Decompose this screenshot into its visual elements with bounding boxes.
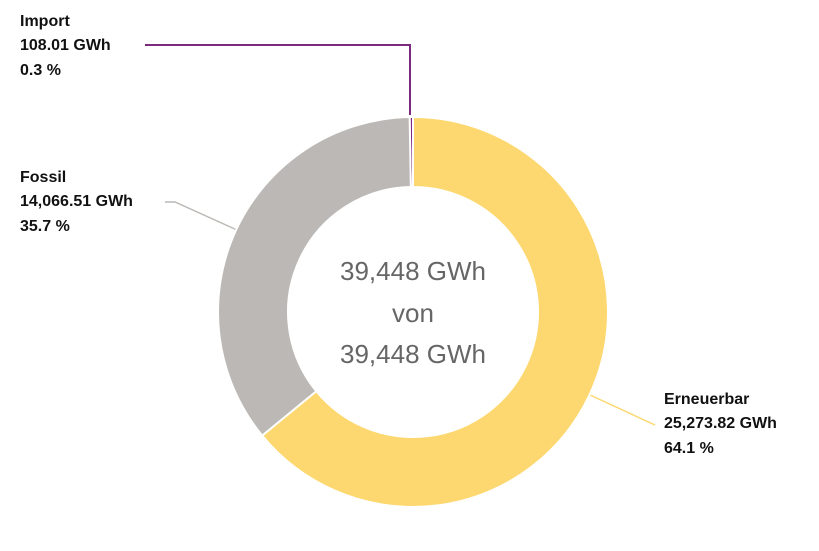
center-of: von [392, 298, 434, 328]
slice-value: 25,273.82 GWh [664, 415, 777, 432]
leader-line [589, 394, 656, 426]
center-max: 39,448 GWh [340, 339, 486, 369]
center-total: 39,448 GWh [340, 256, 486, 286]
slice-percent: 64.1 % [664, 440, 714, 457]
slice-value: 14,066.51 GWh [20, 193, 133, 210]
donut-slice [217, 116, 412, 438]
slice-value: 108.01 GWh [20, 37, 111, 54]
slice-name: Fossil [20, 169, 66, 186]
leader-line [165, 201, 238, 231]
slice-percent: 35.7 % [20, 218, 70, 235]
slice-name: Import [20, 13, 70, 30]
leader-line [145, 44, 411, 115]
slice-percent: 0.3 % [20, 62, 61, 79]
slice-name: Erneuerbar [664, 391, 749, 408]
donut-slice [260, 115, 609, 508]
